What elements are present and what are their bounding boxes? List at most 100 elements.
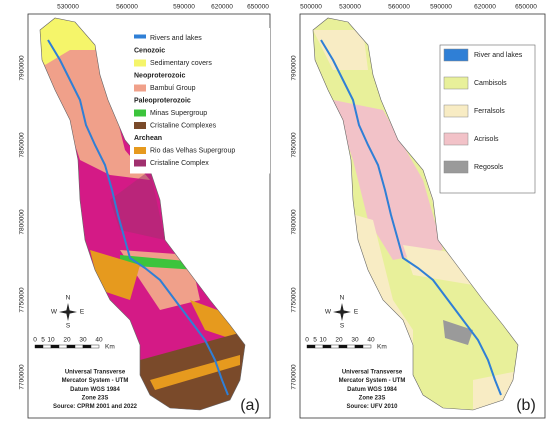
scale-label: 30	[351, 337, 359, 344]
scale-label: 0	[305, 337, 309, 344]
legend-heading: Cenozoic	[134, 47, 165, 54]
legend-swatch	[134, 59, 146, 67]
panel-label: (a)	[240, 397, 260, 414]
map-note: Datum WGS 1984	[70, 387, 120, 393]
legend-swatch	[443, 160, 469, 174]
compass-n: N	[66, 295, 71, 302]
compass-w: W	[51, 309, 58, 316]
x-tick-label: 500000	[300, 4, 322, 11]
scale-segment	[90, 344, 100, 349]
scale-unit: Km	[105, 344, 115, 351]
x-tick-label: 590000	[430, 4, 452, 11]
legend-label: Ferralsols	[474, 108, 505, 115]
scale-segment	[346, 344, 356, 349]
x-tick-label: 620000	[211, 4, 233, 11]
y-tick-label: 7900000	[19, 55, 26, 81]
scale-label: 20	[63, 337, 71, 344]
y-tick-label: 7800000	[19, 209, 26, 235]
y-tick-label: 7700000	[291, 364, 298, 390]
map-note: Mercator System - UTM	[62, 378, 129, 384]
map-note: Universal Transverse	[65, 370, 126, 376]
legend-swatch	[134, 147, 146, 154]
y-tick-label: 7850000	[291, 132, 298, 158]
compass-e: E	[354, 309, 359, 316]
legend-swatch	[443, 76, 469, 90]
compass-n: N	[340, 295, 345, 302]
x-tick-label: 650000	[515, 4, 537, 11]
map-note: Source: CPRM 2001 and 2022	[53, 404, 138, 410]
scale-segment	[34, 344, 44, 349]
legend-label: Regosols	[474, 164, 504, 171]
scale-segment	[50, 344, 60, 349]
scale-label: 10	[47, 337, 55, 344]
y-tick-label: 7850000	[19, 132, 26, 158]
legend-label: Sedimentary covers	[150, 60, 212, 67]
compass-e: E	[80, 309, 85, 316]
scale-segment	[74, 344, 84, 349]
compass-arrows	[333, 303, 351, 321]
map-note: Zone 23S	[359, 395, 386, 401]
map-note: Universal Transverse	[342, 370, 403, 376]
scale-segment	[58, 344, 68, 349]
scale-label: 0	[33, 337, 37, 344]
legend-label: Acrisols	[474, 136, 499, 143]
legend-label: River and lakes	[474, 52, 523, 59]
scale-unit: Km	[377, 344, 387, 351]
legend-swatch	[443, 104, 469, 118]
map-note: Datum WGS 1984	[347, 387, 397, 393]
scale-segment	[42, 344, 52, 349]
legend-box	[130, 28, 270, 174]
scale-segment	[362, 344, 372, 349]
scale-label: 10	[319, 337, 327, 344]
y-tick-label: 7800000	[291, 209, 298, 235]
river	[47, 39, 229, 396]
legend-swatch	[134, 109, 146, 117]
scale-segment	[314, 344, 324, 349]
scale-segment	[330, 344, 340, 349]
compass-arrows	[59, 303, 77, 321]
legend-heading: Archean	[134, 135, 162, 142]
map-note: Source: UFV 2010	[346, 404, 398, 410]
legend-label: Minas Supergroup	[150, 110, 207, 117]
scale-label: 5	[41, 337, 45, 344]
y-tick-label: 7750000	[19, 287, 26, 313]
scale-segment	[66, 344, 76, 349]
legend-heading: Paleoproterozoic	[134, 97, 191, 104]
x-tick-label: 530000	[57, 4, 79, 11]
legend: Rivers and lakes Cenozoic Sedimentary cove…	[130, 28, 270, 174]
x-tick-label: 590000	[173, 4, 195, 11]
legend-swatch	[134, 159, 146, 167]
compass-s: S	[340, 323, 345, 330]
scale-segment	[306, 344, 316, 349]
compass-s: S	[66, 323, 71, 330]
compass-w: W	[325, 309, 332, 316]
map-note: Zone 23S	[82, 395, 109, 401]
legend-swatch	[134, 122, 146, 129]
legend-label: Cristaline Complex	[150, 160, 209, 167]
legend-label: Rio das Velhas Supergroup	[150, 147, 235, 154]
legend-swatch	[134, 34, 146, 39]
panel-label: (b)	[516, 397, 536, 414]
legend-label: Bambuí Group	[150, 85, 196, 92]
x-tick-label: 560000	[388, 4, 410, 11]
legend-label: Cristaline Complexes	[150, 122, 217, 129]
legend-swatch	[443, 132, 469, 146]
x-tick-label: 530000	[339, 4, 361, 11]
scale-label: 40	[367, 337, 375, 344]
legend-swatch	[134, 84, 146, 92]
legend-label: Rivers and lakes	[150, 35, 202, 42]
x-tick-label: 560000	[116, 4, 138, 11]
y-tick-label: 7750000	[291, 287, 298, 313]
scale-label: 5	[313, 337, 317, 344]
y-tick-label: 7700000	[19, 364, 26, 390]
y-tick-label: 7900000	[291, 55, 298, 81]
scale-segment	[338, 344, 348, 349]
scale-label: 30	[79, 337, 87, 344]
x-tick-label: 620000	[474, 4, 496, 11]
legend-label: Cambisols	[474, 80, 507, 87]
river	[320, 39, 502, 396]
legend-swatch	[443, 48, 469, 62]
scale-label: 40	[95, 337, 103, 344]
scale-label: 20	[335, 337, 343, 344]
